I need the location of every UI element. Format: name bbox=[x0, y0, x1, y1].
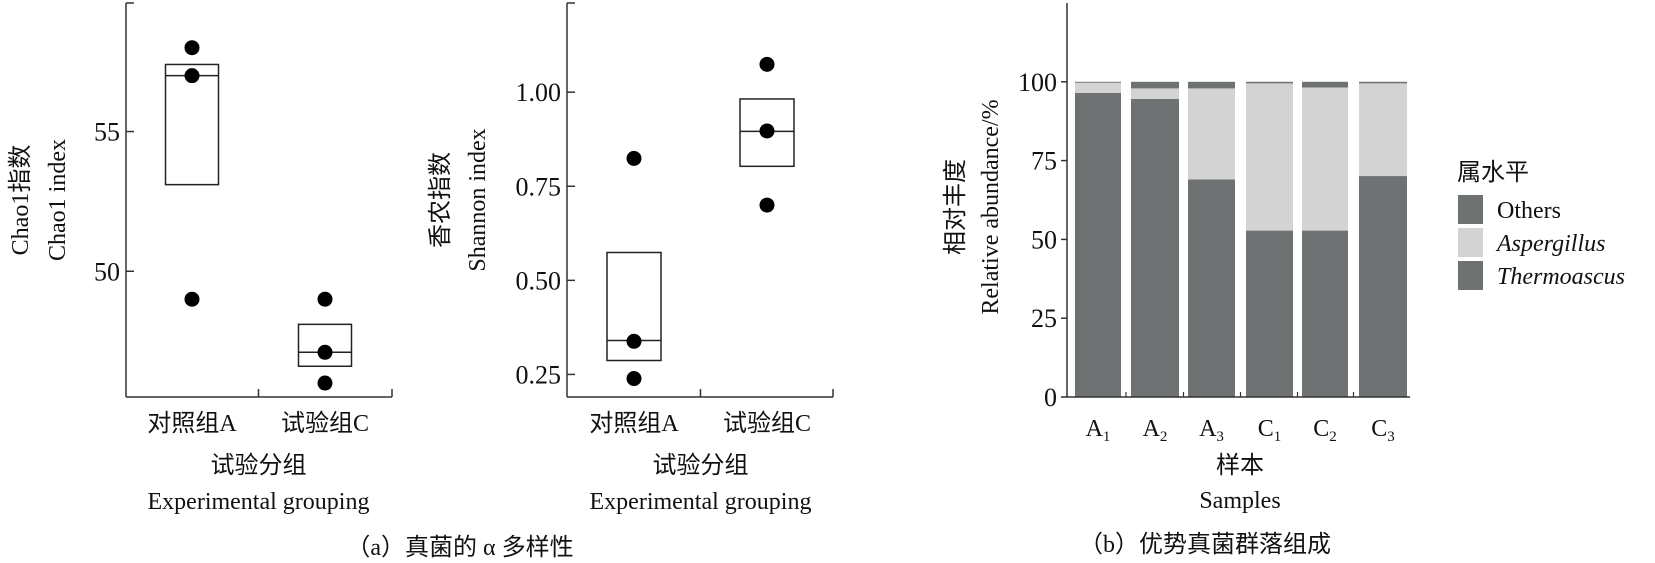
bar-segment-others bbox=[1246, 81, 1293, 84]
y-axis-label-en: Shannon index bbox=[465, 128, 491, 271]
y-tick-label: 25 bbox=[1031, 304, 1057, 333]
bar-segment-thermoascus bbox=[1075, 92, 1121, 397]
y-tick-label: 1.00 bbox=[516, 78, 562, 107]
legend-swatch-aspergillus bbox=[1458, 228, 1483, 257]
y-axis-label-cn: 相对丰度 bbox=[942, 159, 969, 255]
x-axis-label-en: Experimental grouping bbox=[590, 489, 812, 515]
bar-segment-aspergillus bbox=[1246, 83, 1293, 231]
x-tick-label: A1 bbox=[1086, 416, 1111, 445]
bar-segment-aspergillus bbox=[1188, 88, 1235, 180]
bar-segment-aspergillus bbox=[1302, 87, 1348, 231]
bar-segment-thermoascus bbox=[1131, 98, 1179, 397]
x-tick-label: 试验组C bbox=[723, 410, 811, 437]
x-tick-label: C1 bbox=[1258, 416, 1282, 445]
y-tick-label: 75 bbox=[1031, 147, 1057, 176]
legend-label-thermoascus: Thermoascus bbox=[1497, 264, 1625, 290]
bar-segment-others bbox=[1302, 81, 1348, 88]
bar-segment-thermoascus bbox=[1359, 176, 1407, 397]
box bbox=[164, 63, 220, 186]
bar-segment-others bbox=[1131, 81, 1179, 89]
box bbox=[739, 98, 795, 168]
legend-swatch-thermoascus bbox=[1458, 261, 1483, 290]
x-tick-label: A2 bbox=[1143, 416, 1168, 445]
data-point bbox=[184, 291, 200, 307]
bar-segment-thermoascus bbox=[1188, 179, 1235, 397]
y-axis-label-en: Chao1 index bbox=[45, 139, 71, 261]
legend-label-others: Others bbox=[1497, 198, 1561, 224]
data-point bbox=[626, 333, 642, 349]
shannon-boxplot: 0.25 0.50 0.75 1.00 对照组A 试验组C 试验分组 Experimental… bbox=[427, 2, 834, 515]
x-tick-base: C bbox=[1258, 416, 1274, 442]
y-tick-label: 50 bbox=[1031, 225, 1057, 254]
x-axis-label-cn: 样本 bbox=[1216, 452, 1264, 479]
data-point bbox=[317, 375, 333, 391]
bar-segment-aspergillus bbox=[1075, 82, 1121, 93]
x-tick-label: 试验组C bbox=[281, 410, 369, 437]
data-point bbox=[184, 68, 200, 84]
bar-segment-aspergillus bbox=[1359, 83, 1407, 177]
legend-swatch-others bbox=[1458, 195, 1483, 224]
x-tick-base: A bbox=[1143, 416, 1161, 442]
y-tick-label: 0.75 bbox=[516, 172, 562, 201]
y-axis-label-cn: Chao1指数 bbox=[7, 145, 34, 256]
chao1-boxplot: 50 55 对照组A 试验组C 试验分组 Experimental grouping Cha… bbox=[7, 2, 393, 515]
x-tick-sub: 1 bbox=[1103, 429, 1111, 445]
y-axis-label-cn: 香农指数 bbox=[427, 152, 454, 248]
bar-segment-thermoascus bbox=[1302, 230, 1348, 397]
x-axis-label-en: Samples bbox=[1199, 488, 1280, 514]
y-tick-label: 100 bbox=[1018, 68, 1057, 97]
y-axis-label-en: Relative abundance/% bbox=[978, 99, 1004, 314]
x-tick-sub: 3 bbox=[1387, 429, 1395, 445]
data-point bbox=[626, 371, 642, 387]
box bbox=[297, 323, 353, 368]
x-axis-label-en: Experimental grouping bbox=[148, 489, 370, 515]
bar-segment-thermoascus bbox=[1246, 230, 1293, 397]
data-point bbox=[759, 197, 775, 213]
bar-segment-others bbox=[1359, 81, 1407, 84]
x-tick-label: C3 bbox=[1371, 416, 1395, 445]
bar-segment-others bbox=[1075, 81, 1121, 83]
x-tick-sub: 3 bbox=[1216, 429, 1224, 445]
y-tick-label: 0 bbox=[1044, 383, 1057, 412]
bar-segment-others bbox=[1188, 81, 1235, 89]
x-tick-base: C bbox=[1313, 416, 1329, 442]
x-tick-label: A3 bbox=[1199, 416, 1224, 445]
x-tick-base: A bbox=[1086, 416, 1104, 442]
data-point bbox=[626, 150, 642, 166]
caption-a: （a）真菌的 α 多样性 bbox=[346, 534, 573, 561]
x-tick-label: 对照组A bbox=[147, 410, 237, 437]
legend-label-aspergillus: Aspergillus bbox=[1495, 231, 1605, 257]
x-tick-base: A bbox=[1199, 416, 1217, 442]
x-tick-base: C bbox=[1371, 416, 1387, 442]
box bbox=[606, 251, 662, 362]
data-point bbox=[317, 291, 333, 307]
data-point bbox=[759, 123, 775, 139]
legend-title: 属水平 bbox=[1457, 159, 1529, 186]
x-tick-label: C2 bbox=[1313, 416, 1337, 445]
x-tick-sub: 1 bbox=[1274, 429, 1282, 445]
data-point bbox=[317, 344, 333, 360]
caption-b: （b）优势真菌群落组成 bbox=[1079, 531, 1331, 558]
y-tick-label: 55 bbox=[94, 118, 120, 147]
x-tick-sub: 2 bbox=[1160, 429, 1168, 445]
data-point bbox=[759, 56, 775, 72]
bar-segment-aspergillus bbox=[1131, 88, 1179, 99]
x-axis-label-cn: 试验分组 bbox=[211, 452, 307, 479]
y-tick-label: 0.50 bbox=[516, 266, 562, 295]
x-tick-sub: 2 bbox=[1329, 429, 1337, 445]
data-point bbox=[184, 40, 200, 56]
y-tick-label: 0.25 bbox=[516, 360, 562, 389]
x-tick-label: 对照组A bbox=[589, 410, 679, 437]
x-axis-label-cn: 试验分组 bbox=[653, 452, 749, 479]
y-tick-label: 50 bbox=[94, 257, 120, 286]
